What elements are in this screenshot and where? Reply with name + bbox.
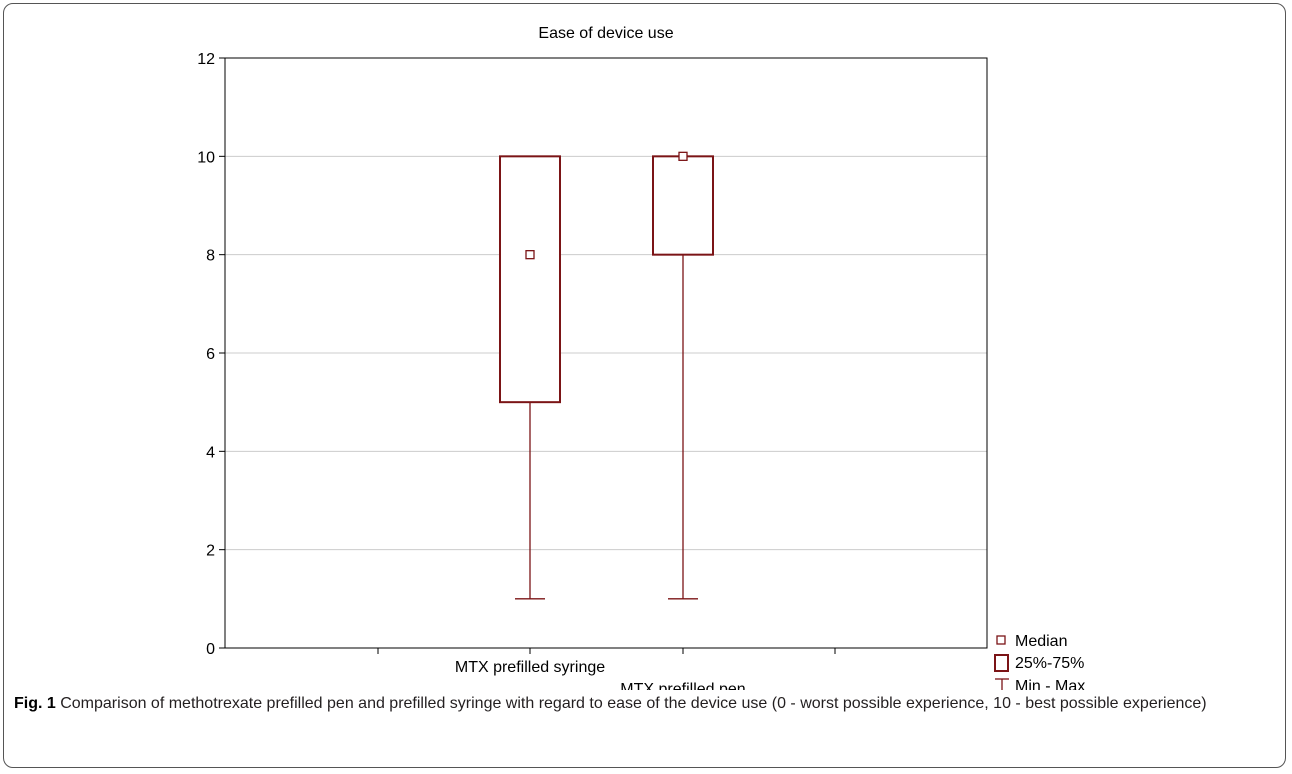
iqr-box bbox=[652, 155, 714, 256]
box-plot-chart: Ease of device use 0 2 4 6 8 10 12 MTX prefill… bbox=[197, 25, 1085, 690]
box-group bbox=[499, 155, 561, 600]
y-tick-label: 6 bbox=[206, 346, 215, 363]
figure-frame bbox=[3, 3, 1286, 768]
legend-box-label: 25%-75% bbox=[1015, 655, 1084, 672]
x-category-label: MTX prefilled syringe bbox=[455, 659, 605, 676]
iqr-box bbox=[499, 155, 561, 404]
y-axis: 0 2 4 6 8 10 12 bbox=[197, 51, 225, 658]
gridlines bbox=[225, 155, 987, 551]
legend-box-swatch bbox=[994, 654, 1009, 672]
y-tick-label: 0 bbox=[206, 641, 215, 658]
median-marker bbox=[678, 151, 688, 161]
figure-label: Fig. 1 bbox=[14, 695, 56, 712]
box-group bbox=[652, 151, 714, 600]
chart-title: Ease of device use bbox=[538, 25, 673, 42]
median-marker bbox=[525, 250, 535, 260]
y-tick-label: 12 bbox=[197, 51, 215, 68]
figure-caption: Fig. 1 Comparison of methotrexate prefil… bbox=[14, 692, 1274, 716]
y-tick-label: 10 bbox=[197, 149, 215, 166]
legend-whisker-label: Min - Max bbox=[1015, 678, 1085, 690]
y-tick-label: 2 bbox=[206, 543, 215, 560]
x-axis: MTX prefilled syringe MTX prefilled pen bbox=[377, 648, 836, 690]
box-series bbox=[499, 151, 714, 600]
caption-text: Comparison of methotrexate prefilled pen… bbox=[55, 695, 1207, 712]
x-category-label: MTX prefilled pen bbox=[620, 681, 745, 690]
y-tick-label: 4 bbox=[206, 444, 215, 461]
y-tick-label: 8 bbox=[206, 248, 215, 265]
legend-median-swatch bbox=[996, 635, 1006, 645]
legend: Median 25%-75% Min - Max bbox=[994, 633, 1085, 690]
legend-median-label: Median bbox=[1015, 633, 1067, 650]
